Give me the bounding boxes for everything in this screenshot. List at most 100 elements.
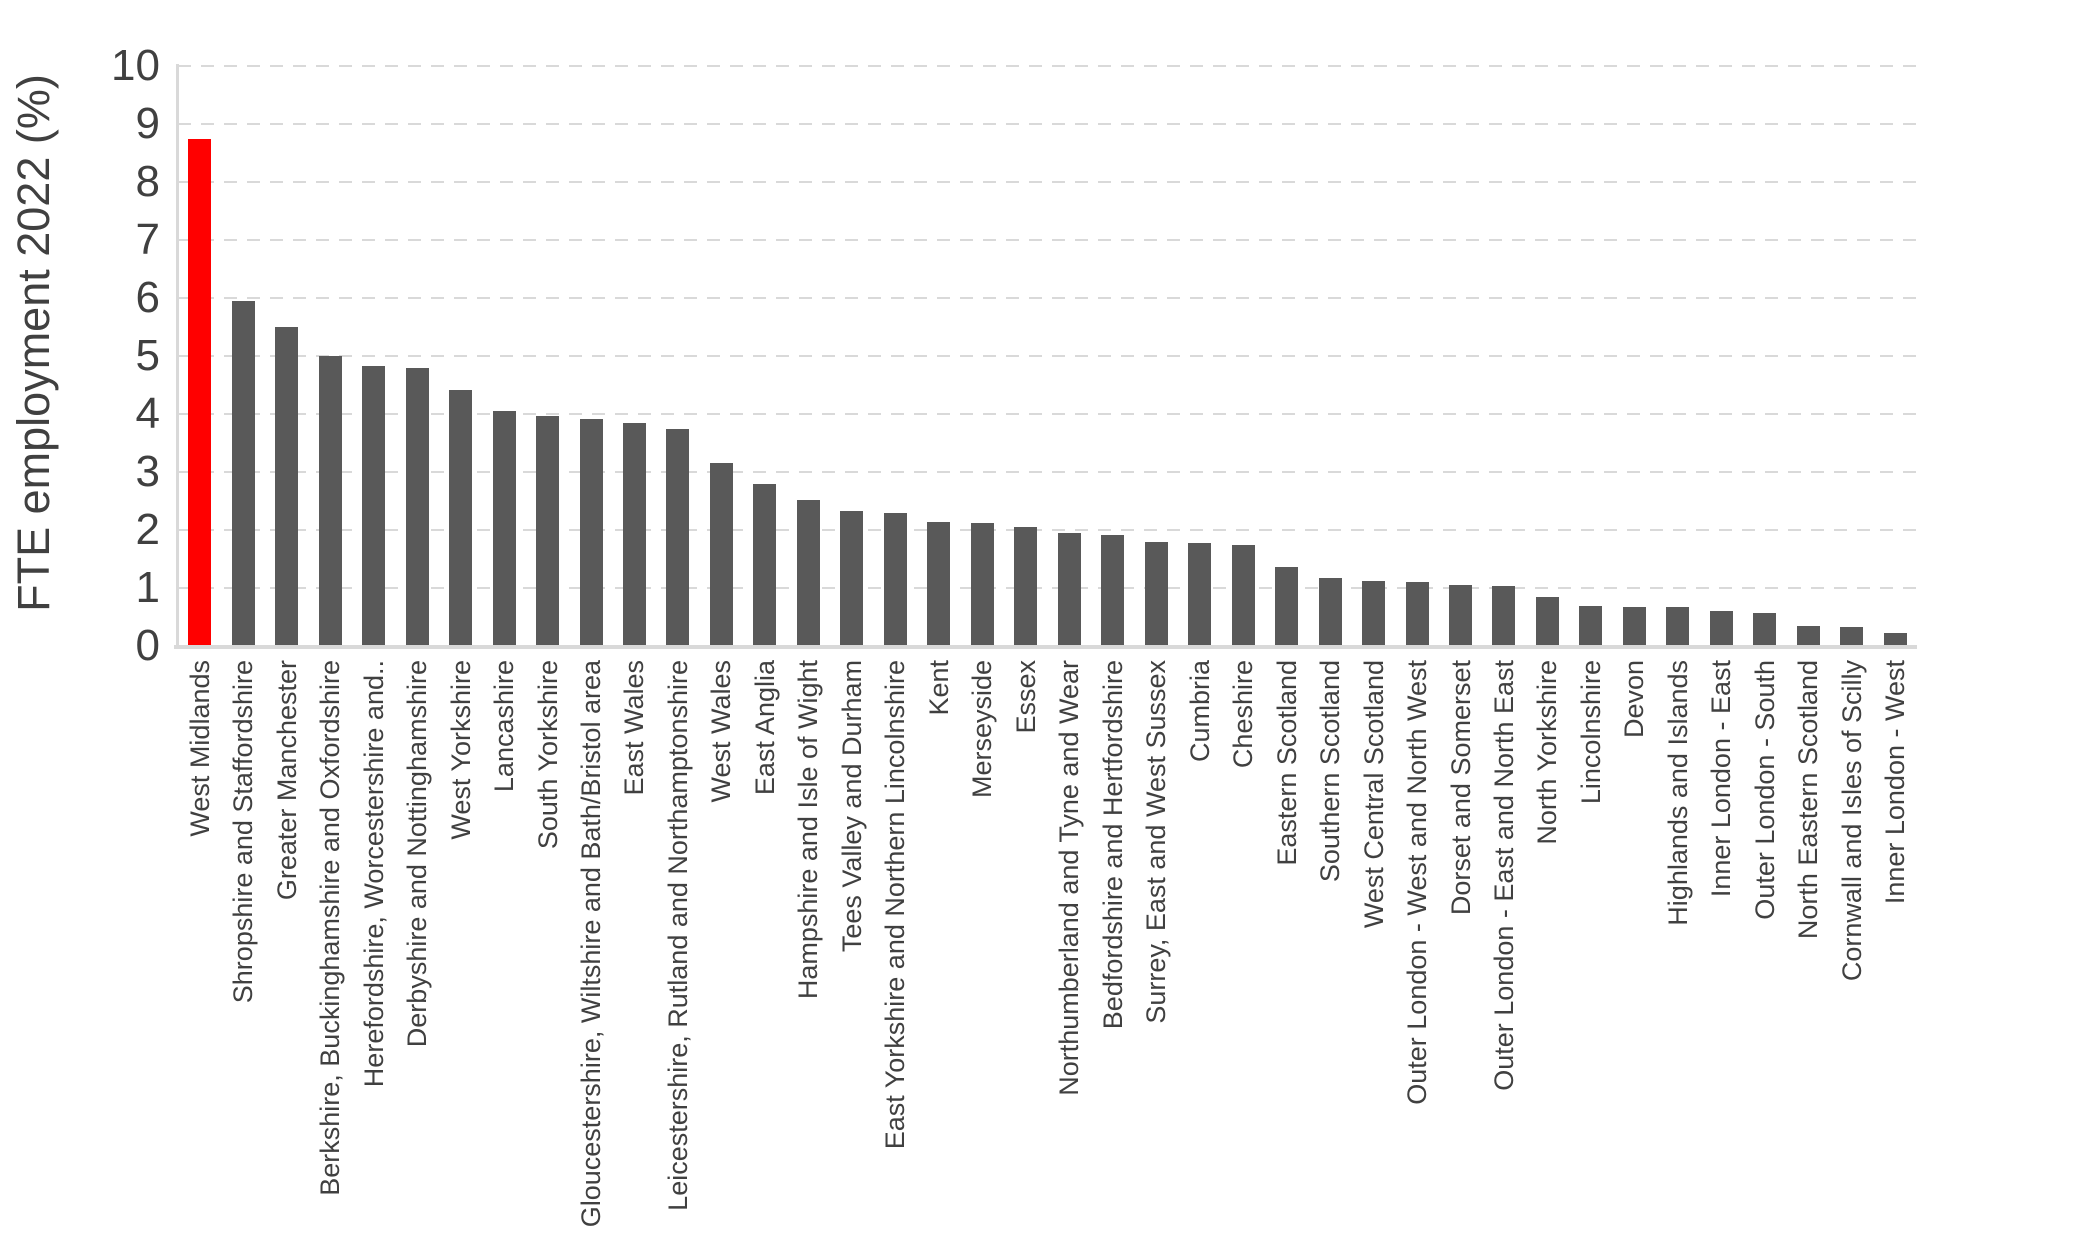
y-tick-label-7: 7 <box>135 215 160 264</box>
gridline-7 <box>178 239 1917 241</box>
x-label-bedfordshire-and-hertfordshire: Bedfordshire and Hertfordshire <box>1097 660 1128 1030</box>
x-label-northumberland-and-tyne-and-wear: Northumberland and Tyne and Wear <box>1054 660 1085 1096</box>
y-tick-label-4: 4 <box>135 389 160 438</box>
gridline-9 <box>178 123 1917 125</box>
y-tick-label-1: 1 <box>135 563 160 612</box>
x-label-herefordshire-worcestershire-and: Herefordshire, Worcestershire and.. <box>358 660 389 1088</box>
x-label-greater-manchester: Greater Manchester <box>271 660 302 901</box>
bar-outer-london-south <box>1753 612 1777 646</box>
x-label-west-central-scotland: West Central Scotland <box>1358 660 1389 929</box>
x-label-southern-scotland: Southern Scotland <box>1315 660 1346 883</box>
bar-essex <box>1014 526 1038 646</box>
x-label-gloucestershire-wiltshire-and-bath-bristol-area: Gloucestershire, Wiltshire and Bath/Bris… <box>576 660 607 1228</box>
bar-outer-london-east-and-north-east <box>1492 585 1516 646</box>
x-label-outer-london-west-and-north-west: Outer London - West and North West <box>1402 660 1433 1105</box>
bar-inner-london-west <box>1883 632 1907 646</box>
bar-dorset-and-somerset <box>1449 584 1472 646</box>
bar-herefordshire-worcestershire-and <box>362 366 386 646</box>
x-label-cornwall-and-isles-of-scilly: Cornwall and Isles of Scilly <box>1836 660 1867 982</box>
y-tick-label-10: 10 <box>111 41 160 90</box>
x-label-devon: Devon <box>1619 660 1650 739</box>
bar-outer-london-west-and-north-west <box>1405 582 1429 646</box>
bar-east-anglia <box>753 483 777 646</box>
x-label-north-yorkshire: North Yorkshire <box>1532 660 1563 845</box>
x-axis-line <box>174 645 1917 649</box>
x-label-west-midlands: West Midlands <box>184 660 215 837</box>
gridline-6 <box>178 297 1917 299</box>
x-label-highlands-and-islands: Highlands and Islands <box>1662 660 1693 926</box>
bar-west-wales <box>709 463 733 646</box>
gridline-3 <box>178 471 1917 473</box>
x-label-lancashire: Lancashire <box>489 660 520 793</box>
x-label-inner-london-east: Inner London - East <box>1706 660 1737 898</box>
bar-southern-scotland <box>1318 578 1342 646</box>
gridline-4 <box>178 413 1917 415</box>
y-tick-label-3: 3 <box>135 447 160 496</box>
gridline-8 <box>178 181 1917 183</box>
x-label-berkshire-buckinghamshire-and-oxfordshire: Berkshire, Buckinghamshire and Oxfordshi… <box>315 660 346 1196</box>
x-label-inner-london-west: Inner London - West <box>1880 660 1911 905</box>
bar-leicestershire-rutland-and-northamptonshire <box>666 428 690 646</box>
bar-west-midlands <box>188 138 212 646</box>
y-tick-label-8: 8 <box>135 157 160 206</box>
x-label-east-wales: East Wales <box>619 660 650 796</box>
bar-surrey-east-and-west-sussex <box>1144 541 1168 646</box>
y-tick-label-2: 2 <box>135 505 160 554</box>
bar-eastern-scotland <box>1275 566 1299 646</box>
x-label-east-yorkshire-and-northern-lincolnshire: East Yorkshire and Northern Lincolnshire <box>880 660 911 1150</box>
bar-cornwall-and-isles-of-scilly <box>1840 626 1864 646</box>
bar-lancashire <box>492 411 516 646</box>
gridline-1 <box>178 587 1917 589</box>
x-label-east-anglia: East Anglia <box>749 660 780 796</box>
x-label-essex: Essex <box>1010 660 1041 734</box>
x-label-lincolnshire: Lincolnshire <box>1575 660 1606 805</box>
bar-tees-valley-and-durham <box>840 511 864 646</box>
y-tick-label-9: 9 <box>135 99 160 148</box>
bar-shropshire-and-staffordshire <box>231 300 255 646</box>
plot-area <box>178 65 1917 646</box>
bar-kent <box>927 522 951 646</box>
bar-derbyshire-and-nottinghamshire <box>405 367 429 646</box>
bar-berkshire-buckinghamshire-and-oxfordshire <box>318 356 342 646</box>
bar-northumberland-and-tyne-and-wear <box>1057 533 1081 646</box>
x-label-cheshire: Cheshire <box>1228 660 1259 769</box>
bar-west-central-scotland <box>1362 581 1386 646</box>
bar-north-yorkshire <box>1535 596 1559 646</box>
bar-bedfordshire-and-hertfordshire <box>1101 534 1125 646</box>
bar-west-yorkshire <box>449 389 473 646</box>
bar-greater-manchester <box>275 327 299 646</box>
gridline-5 <box>178 355 1917 357</box>
x-label-tees-valley-and-durham: Tees Valley and Durham <box>836 660 867 953</box>
bar-gloucestershire-wiltshire-and-bath-bristol-area <box>579 418 603 646</box>
x-label-kent: Kent <box>923 660 954 716</box>
bar-cheshire <box>1231 545 1255 646</box>
x-label-outer-london-south: Outer London - South <box>1749 660 1780 920</box>
y-tick-label-6: 6 <box>135 273 160 322</box>
x-label-merseyside: Merseyside <box>967 660 998 799</box>
x-label-outer-london-east-and-north-east: Outer London - East and North East <box>1488 660 1519 1091</box>
x-label-west-yorkshire: West Yorkshire <box>445 660 476 840</box>
y-axis-line <box>176 64 179 646</box>
x-label-hampshire-and-isle-of-wight: Hampshire and Isle of Wight <box>793 660 824 1000</box>
x-label-west-wales: West Wales <box>706 660 737 803</box>
bar-east-wales <box>622 422 646 646</box>
x-label-shropshire-and-staffordshire: Shropshire and Staffordshire <box>228 660 259 1004</box>
y-tick-label-0: 0 <box>135 621 160 670</box>
bar-north-eastern-scotland <box>1796 626 1820 646</box>
bar-merseyside <box>970 523 994 646</box>
bar-east-yorkshire-and-northern-lincolnshire <box>883 513 907 646</box>
x-label-leicestershire-rutland-and-northamptonshire: Leicestershire, Rutland and Northamptons… <box>662 660 693 1211</box>
x-label-eastern-scotland: Eastern Scotland <box>1271 660 1302 866</box>
bar-cumbria <box>1188 542 1212 646</box>
gridline-2 <box>178 529 1917 531</box>
x-label-cumbria: Cumbria <box>1184 660 1215 763</box>
y-tick-label-5: 5 <box>135 331 160 380</box>
x-label-derbyshire-and-nottinghamshire: Derbyshire and Nottinghamshire <box>402 660 433 1048</box>
bar-south-yorkshire <box>536 415 560 646</box>
bar-highlands-and-islands <box>1666 607 1690 646</box>
x-label-dorset-and-somerset: Dorset and Somerset <box>1445 660 1476 916</box>
bar-devon <box>1622 606 1646 646</box>
bar-inner-london-east <box>1709 611 1733 646</box>
x-label-surrey-east-and-west-sussex: Surrey, East and West Sussex <box>1141 660 1172 1024</box>
